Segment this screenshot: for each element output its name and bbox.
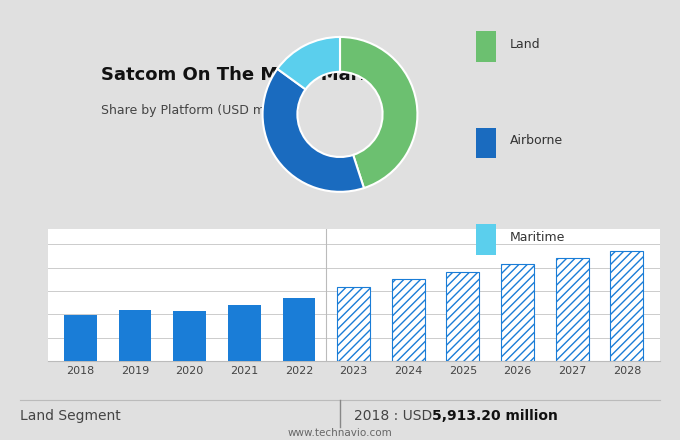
Bar [501,264,534,361]
Wedge shape [340,37,418,188]
Bar [337,287,370,361]
Bar [611,250,643,361]
Wedge shape [277,37,340,89]
Bar [118,310,152,361]
Wedge shape [262,69,364,192]
Bar [173,311,206,361]
Text: 2018 : USD: 2018 : USD [354,409,437,423]
Text: Airborne: Airborne [510,134,563,147]
Bar [228,305,260,361]
Text: Land: Land [510,37,541,51]
Bar [283,298,316,361]
Text: Land Segment: Land Segment [20,409,121,423]
Bar [447,271,479,361]
Bar [392,279,424,361]
Bar [556,257,589,361]
Text: Satcom On The Move Market: Satcom On The Move Market [101,66,392,84]
Text: www.technavio.com: www.technavio.com [288,429,392,438]
Text: 5,913.20 million: 5,913.20 million [432,409,558,423]
Text: Share by Platform (USD million): Share by Platform (USD million) [101,103,299,117]
Text: Maritime: Maritime [510,231,565,244]
Bar [64,315,97,361]
